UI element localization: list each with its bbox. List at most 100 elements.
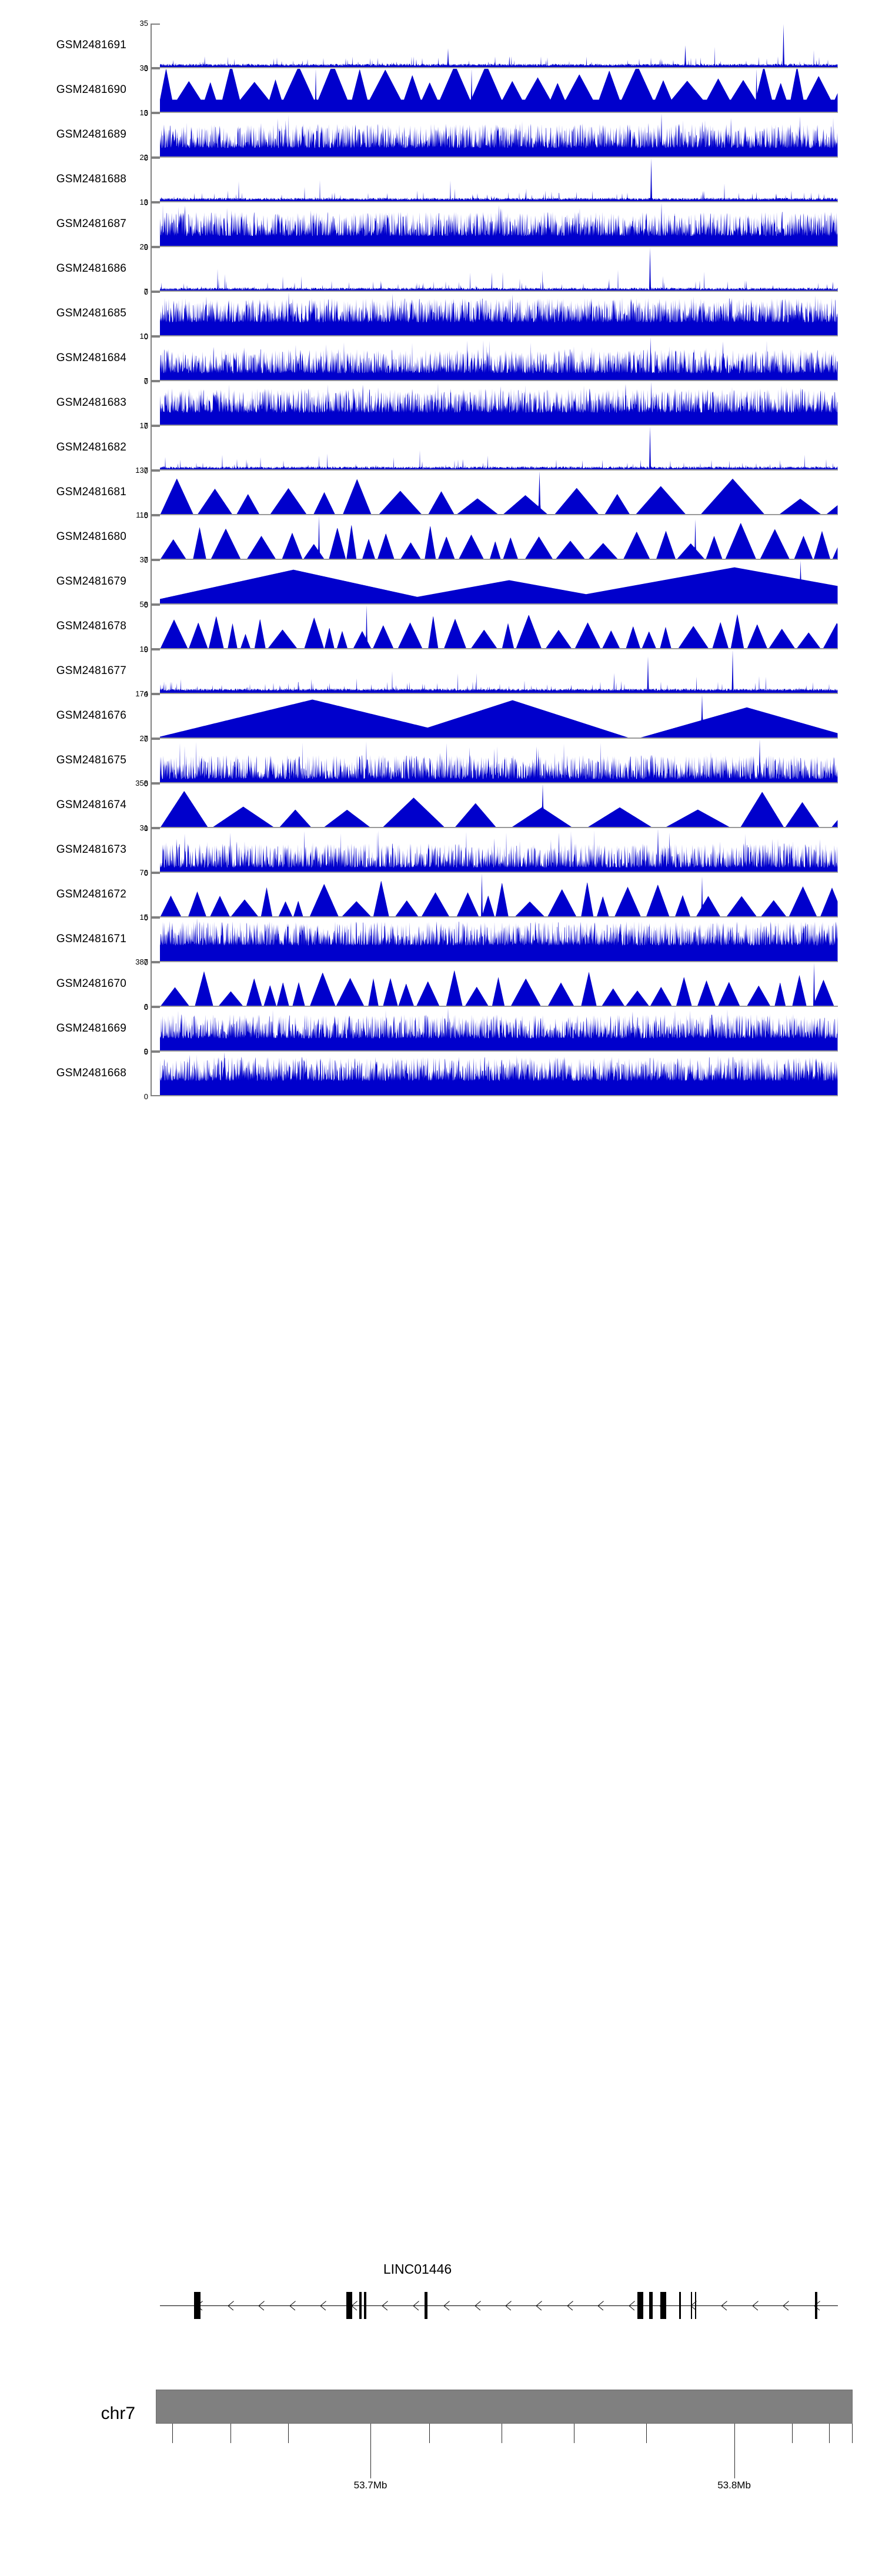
- y-axis-min-label: 0: [143, 1047, 148, 1056]
- coverage-profile[interactable]: [160, 560, 838, 605]
- y-axis: 31 0: [140, 824, 160, 877]
- coverage-canvas: [160, 24, 838, 68]
- y-axis-min-label: 0: [143, 735, 148, 743]
- y-axis-max-label: 387: [135, 957, 148, 966]
- track-label-gsm2481688: GSM2481688: [56, 173, 126, 185]
- y-axis-min-label: 0: [143, 913, 148, 922]
- sample-track: GSM2481678 58 0: [0, 600, 882, 653]
- y-axis-max-label: 31: [139, 823, 148, 832]
- axis-tick-major: [370, 2424, 371, 2478]
- coverage-canvas: [160, 694, 838, 739]
- track-baseline: [160, 961, 838, 962]
- coverage-profile[interactable]: [160, 828, 838, 873]
- coverage-profile[interactable]: [160, 247, 838, 292]
- sample-track: GSM2481672 76 0: [0, 869, 882, 922]
- sample-track: GSM2481690 33 0: [0, 64, 882, 117]
- coverage-profile[interactable]: [160, 202, 838, 247]
- track-baseline: [160, 201, 838, 202]
- coverage-profile[interactable]: [160, 292, 838, 336]
- sample-track: GSM2481675 27 0: [0, 735, 882, 788]
- strand-direction-arrow-icon: [598, 2300, 604, 2311]
- track-label-gsm2481682: GSM2481682: [56, 441, 126, 453]
- y-axis-max-label: 13: [139, 108, 148, 117]
- y-axis-max-label: 22: [139, 153, 148, 162]
- gene-exon[interactable]: [346, 2292, 353, 2319]
- track-baseline: [160, 693, 838, 694]
- coverage-profile[interactable]: [160, 873, 838, 917]
- coverage-profile[interactable]: [160, 783, 838, 828]
- coverage-canvas: [160, 202, 838, 247]
- track-baseline: [160, 246, 838, 247]
- coverage-profile[interactable]: [160, 1007, 838, 1052]
- gene-exon[interactable]: [424, 2292, 428, 2319]
- coverage-canvas: [160, 560, 838, 605]
- y-axis-max-label: 17: [139, 421, 148, 430]
- coverage-canvas: [160, 783, 838, 828]
- ideogram-bar[interactable]: [156, 2390, 853, 2424]
- axis-tick: [172, 2424, 173, 2443]
- sample-track: GSM2481689 13 0: [0, 109, 882, 162]
- y-axis-max-label: 358: [135, 779, 148, 788]
- track-label-gsm2481687: GSM2481687: [56, 218, 126, 230]
- y-axis: 118 0: [136, 511, 160, 564]
- coverage-canvas: [160, 1052, 838, 1096]
- coverage-profile[interactable]: [160, 1052, 838, 1096]
- coverage-canvas: [160, 113, 838, 158]
- strand-direction-arrow-icon: [506, 2300, 512, 2311]
- coverage-profile[interactable]: [160, 649, 838, 694]
- track-label-gsm2481681: GSM2481681: [56, 486, 126, 498]
- gene-exon[interactable]: [649, 2292, 653, 2319]
- y-axis-min-label: 0: [143, 109, 148, 118]
- axis-tick: [791, 2424, 793, 2443]
- gene-exon[interactable]: [637, 2292, 644, 2319]
- coverage-profile[interactable]: [160, 24, 838, 68]
- coverage-canvas: [160, 336, 838, 381]
- track-label-gsm2481677: GSM2481677: [56, 665, 126, 677]
- y-axis-max-label: 19: [139, 645, 148, 653]
- track-label-gsm2481668: GSM2481668: [56, 1067, 126, 1079]
- sample-track: GSM2481679 37 0: [0, 556, 882, 609]
- coverage-profile[interactable]: [160, 605, 838, 649]
- y-axis-max-label: 137: [135, 466, 148, 475]
- track-label-gsm2481669: GSM2481669: [56, 1022, 126, 1035]
- y-axis-min-label: 0: [143, 958, 148, 967]
- y-axis: 137 0: [135, 466, 160, 519]
- y-axis: 37 0: [140, 556, 160, 609]
- coverage-profile[interactable]: [160, 515, 838, 560]
- coverage-profile[interactable]: [160, 113, 838, 158]
- coverage-canvas: [160, 515, 838, 560]
- y-axis: 358 0: [135, 779, 160, 832]
- coverage-profile[interactable]: [160, 336, 838, 381]
- coverage-profile[interactable]: [160, 739, 838, 783]
- y-axis-min-label: 0: [143, 243, 148, 252]
- y-axis-min-label: 0: [143, 64, 148, 73]
- gene-exon[interactable]: [364, 2292, 366, 2319]
- gene-model[interactable]: [160, 2292, 838, 2320]
- sample-track: GSM2481683 7 0: [0, 377, 882, 430]
- sample-track: GSM2481677 19 0: [0, 645, 882, 698]
- gene-exon[interactable]: [359, 2292, 362, 2319]
- axis-tick-major: [734, 2424, 735, 2478]
- coverage-profile[interactable]: [160, 426, 838, 471]
- coverage-profile[interactable]: [160, 381, 838, 426]
- y-axis-min-label: 0: [143, 1092, 148, 1101]
- coverage-profile[interactable]: [160, 68, 838, 113]
- track-label-gsm2481672: GSM2481672: [56, 888, 126, 900]
- y-axis-max-label: 9: [143, 1047, 148, 1056]
- y-axis-max-label: 7: [143, 376, 148, 385]
- sample-track: GSM2481671 15 0: [0, 913, 882, 966]
- coverage-profile[interactable]: [160, 962, 838, 1007]
- gene-exon[interactable]: [679, 2292, 681, 2319]
- y-axis-min-label: 0: [143, 466, 148, 475]
- coverage-canvas: [160, 471, 838, 515]
- track-baseline: [160, 156, 838, 158]
- axis-tick: [646, 2424, 647, 2443]
- coverage-profile[interactable]: [160, 158, 838, 202]
- y-axis-min-label: 0: [143, 556, 148, 565]
- strand-direction-arrow-icon: [660, 2300, 666, 2311]
- coverage-profile[interactable]: [160, 471, 838, 515]
- coverage-profile[interactable]: [160, 917, 838, 962]
- coverage-profile[interactable]: [160, 694, 838, 739]
- y-axis: 29 0: [140, 243, 160, 296]
- y-axis: 76 0: [140, 869, 160, 922]
